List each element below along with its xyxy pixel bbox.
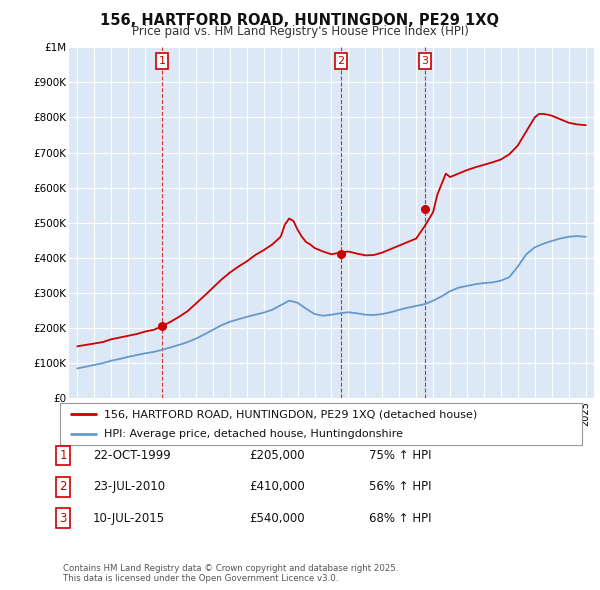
Text: 75% ↑ HPI: 75% ↑ HPI xyxy=(369,449,431,462)
Text: £410,000: £410,000 xyxy=(249,480,305,493)
Point xyxy=(421,204,430,214)
Text: 2: 2 xyxy=(337,56,344,66)
Point xyxy=(157,322,167,331)
Text: Price paid vs. HM Land Registry's House Price Index (HPI): Price paid vs. HM Land Registry's House … xyxy=(131,25,469,38)
Text: 2: 2 xyxy=(59,480,67,493)
Text: HPI: Average price, detached house, Huntingdonshire: HPI: Average price, detached house, Hunt… xyxy=(104,429,403,439)
Text: 22-OCT-1999: 22-OCT-1999 xyxy=(93,449,171,462)
Text: 3: 3 xyxy=(59,512,67,525)
Text: £540,000: £540,000 xyxy=(249,512,305,525)
Text: 23-JUL-2010: 23-JUL-2010 xyxy=(93,480,165,493)
Text: Contains HM Land Registry data © Crown copyright and database right 2025.
This d: Contains HM Land Registry data © Crown c… xyxy=(63,563,398,583)
Text: 68% ↑ HPI: 68% ↑ HPI xyxy=(369,512,431,525)
Text: 1: 1 xyxy=(158,56,166,66)
Text: 56% ↑ HPI: 56% ↑ HPI xyxy=(369,480,431,493)
Text: 3: 3 xyxy=(422,56,428,66)
Text: 156, HARTFORD ROAD, HUNTINGDON, PE29 1XQ: 156, HARTFORD ROAD, HUNTINGDON, PE29 1XQ xyxy=(101,13,499,28)
Text: £205,000: £205,000 xyxy=(249,449,305,462)
Text: 10-JUL-2015: 10-JUL-2015 xyxy=(93,512,165,525)
Text: 156, HARTFORD ROAD, HUNTINGDON, PE29 1XQ (detached house): 156, HARTFORD ROAD, HUNTINGDON, PE29 1XQ… xyxy=(104,409,478,419)
Point xyxy=(336,250,346,259)
Text: 1: 1 xyxy=(59,449,67,462)
